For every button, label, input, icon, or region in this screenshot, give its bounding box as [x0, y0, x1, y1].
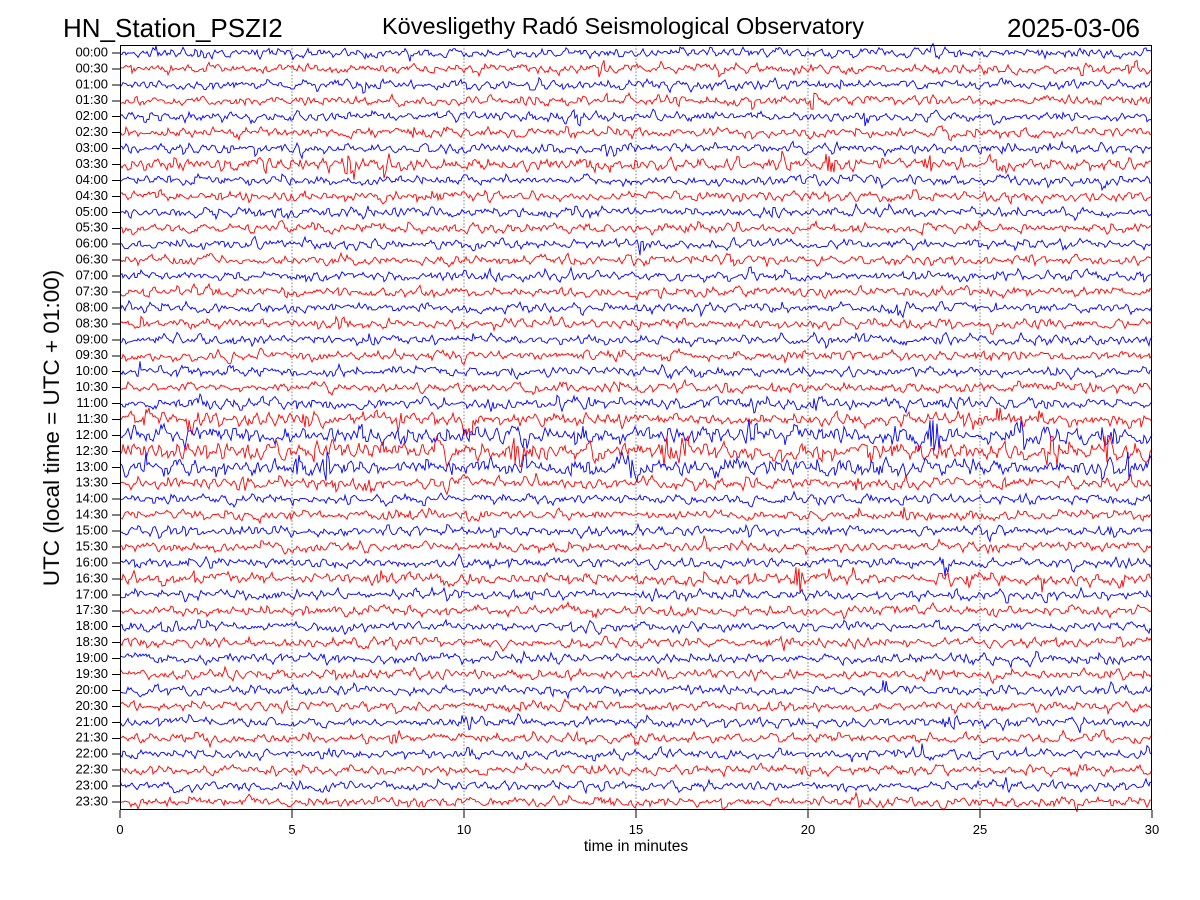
svg-text:21:00: 21:00: [75, 714, 108, 729]
svg-text:11:30: 11:30: [76, 411, 108, 426]
svg-text:19:00: 19:00: [75, 650, 108, 665]
svg-text:20: 20: [801, 822, 815, 837]
svg-text:18:00: 18:00: [75, 618, 108, 633]
svg-text:16:30: 16:30: [75, 570, 108, 585]
svg-text:08:30: 08:30: [75, 315, 108, 330]
svg-text:0: 0: [116, 822, 123, 837]
svg-text:13:00: 13:00: [75, 459, 108, 474]
svg-text:10:30: 10:30: [75, 379, 108, 394]
svg-text:22:30: 22:30: [75, 762, 108, 777]
svg-text:14:30: 14:30: [75, 507, 108, 522]
svg-text:03:00: 03:00: [75, 140, 108, 155]
svg-text:01:30: 01:30: [75, 92, 108, 107]
svg-text:00:00: 00:00: [75, 44, 108, 59]
svg-text:09:30: 09:30: [75, 347, 108, 362]
svg-text:07:00: 07:00: [75, 268, 108, 283]
svg-text:10: 10: [457, 822, 471, 837]
svg-text:17:30: 17:30: [75, 602, 108, 617]
svg-text:03:30: 03:30: [75, 156, 108, 171]
svg-text:02:00: 02:00: [75, 108, 108, 123]
svg-text:15:30: 15:30: [75, 538, 108, 553]
svg-text:07:30: 07:30: [75, 283, 108, 298]
svg-text:18:30: 18:30: [75, 634, 108, 649]
svg-text:19:30: 19:30: [75, 666, 108, 681]
svg-text:5: 5: [288, 822, 295, 837]
svg-text:20:00: 20:00: [75, 682, 108, 697]
svg-text:12:00: 12:00: [75, 427, 108, 442]
svg-text:01:00: 01:00: [75, 76, 108, 91]
svg-text:20:30: 20:30: [75, 698, 108, 713]
svg-text:16:00: 16:00: [75, 554, 108, 569]
svg-text:13:30: 13:30: [75, 475, 108, 490]
svg-text:11:00: 11:00: [76, 395, 108, 410]
svg-text:30: 30: [1145, 822, 1159, 837]
svg-text:08:00: 08:00: [75, 299, 108, 314]
svg-text:10:00: 10:00: [75, 363, 108, 378]
svg-text:05:00: 05:00: [75, 204, 108, 219]
svg-text:22:00: 22:00: [75, 746, 108, 761]
svg-text:06:30: 06:30: [75, 252, 108, 267]
svg-text:17:00: 17:00: [75, 586, 108, 601]
svg-text:09:00: 09:00: [75, 331, 108, 346]
svg-text:12:30: 12:30: [75, 443, 108, 458]
svg-text:23:30: 23:30: [75, 793, 108, 808]
svg-text:06:00: 06:00: [75, 236, 108, 251]
svg-text:00:30: 00:30: [75, 60, 108, 75]
svg-text:05:30: 05:30: [75, 220, 108, 235]
svg-text:15:00: 15:00: [75, 523, 108, 538]
svg-text:21:30: 21:30: [75, 730, 108, 745]
svg-text:04:00: 04:00: [75, 172, 108, 187]
svg-text:25: 25: [973, 822, 987, 837]
svg-text:02:30: 02:30: [75, 124, 108, 139]
svg-text:04:30: 04:30: [75, 188, 108, 203]
svg-text:15: 15: [629, 822, 643, 837]
svg-text:23:00: 23:00: [75, 778, 108, 793]
svg-text:14:00: 14:00: [75, 491, 108, 506]
